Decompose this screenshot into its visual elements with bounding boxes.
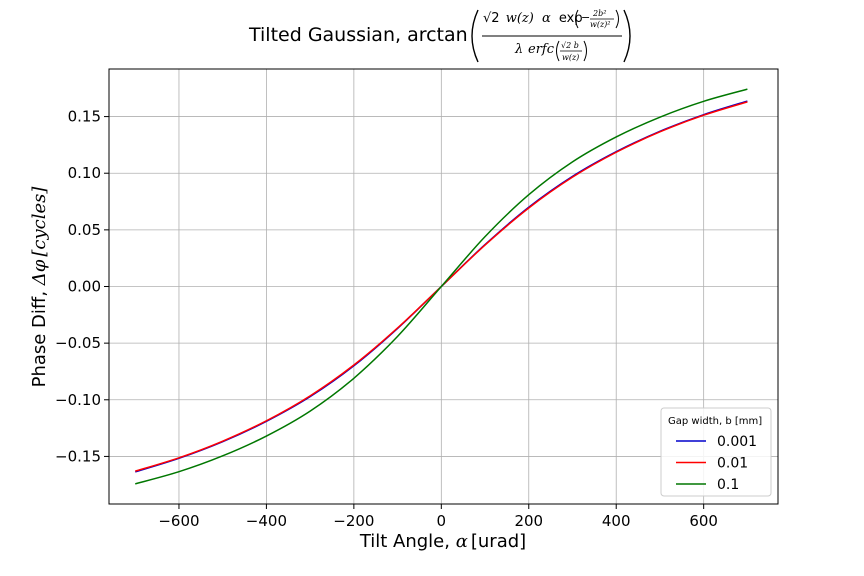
x-tick-label: 600 — [689, 512, 718, 530]
title-erfc: erfc — [528, 42, 555, 57]
legend-label: 0.01 — [717, 456, 748, 472]
title-minus: − — [581, 11, 590, 24]
x-tick-label: −200 — [333, 512, 374, 530]
legend-label: 0.001 — [717, 434, 757, 450]
title-erfc-den: w(z) — [562, 53, 579, 62]
series-line-0.1 — [135, 88, 748, 485]
y-axis-label: Phase Diff, Δφ[cycles] — [29, 186, 50, 388]
x-tick-label: 400 — [602, 512, 631, 530]
x-tick-label: −600 — [158, 512, 199, 530]
x-tick-label: 0 — [437, 512, 447, 530]
x-tick-label: 200 — [514, 512, 543, 530]
legend-title: Gap width, b [mm] — [668, 416, 762, 427]
y-tick-label: 0.15 — [68, 108, 101, 126]
title-exp: exp — [559, 11, 583, 26]
x-tick-label: −400 — [246, 512, 287, 530]
title-lambda: λ — [514, 42, 523, 57]
y-tick-label: −0.10 — [55, 391, 101, 409]
title-alpha: α — [542, 11, 551, 26]
title-exp-den: w(z)² — [590, 20, 611, 29]
y-tick-label: 0.00 — [68, 278, 101, 296]
title-sqrt2: √2 — [483, 11, 500, 26]
chart-title: Tilted Gaussian, arctan √2 w(z) α exp − … — [248, 9, 631, 63]
legend: Gap width, b [mm] 0.001 0.01 0.1 — [660, 407, 772, 497]
y-tick-label: 0.05 — [68, 221, 101, 239]
svg-text:√2 w(z) α ex: √2 w(z) α exp — [483, 11, 583, 26]
y-tick-label: −0.05 — [55, 334, 101, 352]
ticks: −600 −400 −200 0 200 400 600 −0.15 −0.10 −0.05 0.0… — [55, 108, 718, 530]
y-tick-label: 0.10 — [68, 164, 101, 182]
x-axis-label: Tilt Angle, α [urad] — [359, 531, 526, 552]
y-tick-label: −0.15 — [55, 447, 101, 465]
series-layer — [135, 88, 748, 485]
title-wz: w(z) — [506, 11, 534, 26]
title-erfc-num: √2 b — [561, 41, 579, 50]
title-exp-num: 2b² — [592, 9, 606, 18]
legend-box — [660, 407, 772, 497]
title-prefix: Tilted Gaussian, arctan — [248, 24, 468, 46]
legend-label: 0.1 — [717, 477, 739, 493]
